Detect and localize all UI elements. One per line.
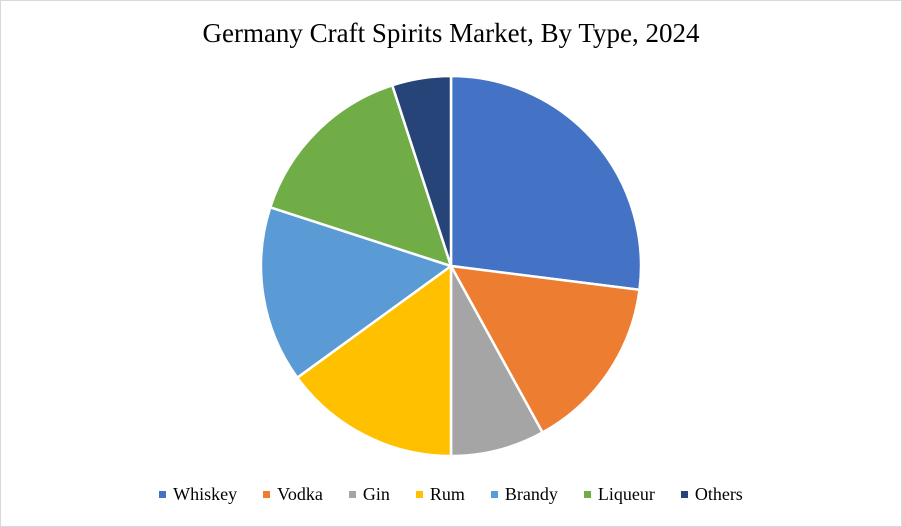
legend-swatch xyxy=(159,491,167,498)
legend-swatch xyxy=(490,491,498,498)
pie-slice-gin xyxy=(449,264,544,458)
legend-swatch xyxy=(348,491,356,498)
pie-slice-brandy xyxy=(259,206,453,379)
legend-item-vodka: Vodka xyxy=(263,484,323,505)
legend-item-whiskey: Whiskey xyxy=(159,484,237,505)
legend-label: Gin xyxy=(362,484,390,504)
legend-label: Whiskey xyxy=(173,484,238,504)
pie-slice-whiskey xyxy=(449,74,643,292)
legend-swatch xyxy=(415,491,423,498)
legend-item-gin: Gin xyxy=(348,484,390,505)
legend-item-others: Others xyxy=(680,484,743,505)
pie-slice-rum xyxy=(296,264,453,458)
legend-swatch xyxy=(263,491,271,498)
legend-label: Vodka xyxy=(277,484,323,504)
pie-slice-vodka xyxy=(449,264,641,434)
legend-item-brandy: Brandy xyxy=(490,484,558,505)
legend-label: Others xyxy=(694,484,743,504)
legend-swatch xyxy=(680,491,688,498)
legend-swatch xyxy=(583,491,591,498)
chart-title: Germany Craft Spirits Market, By Type, 2… xyxy=(202,18,700,48)
legend-label: Liqueur xyxy=(597,484,655,504)
pie-slice-others xyxy=(391,74,453,268)
legend-label: Brandy xyxy=(504,484,558,504)
chart-legend: Whiskey Vodka Gin Rum Brandy Liqueur Others xyxy=(0,484,902,505)
legend-item-liqueur: Liqueur xyxy=(583,484,655,505)
legend-label: Rum xyxy=(429,484,465,504)
legend-item-rum: Rum xyxy=(415,484,465,505)
